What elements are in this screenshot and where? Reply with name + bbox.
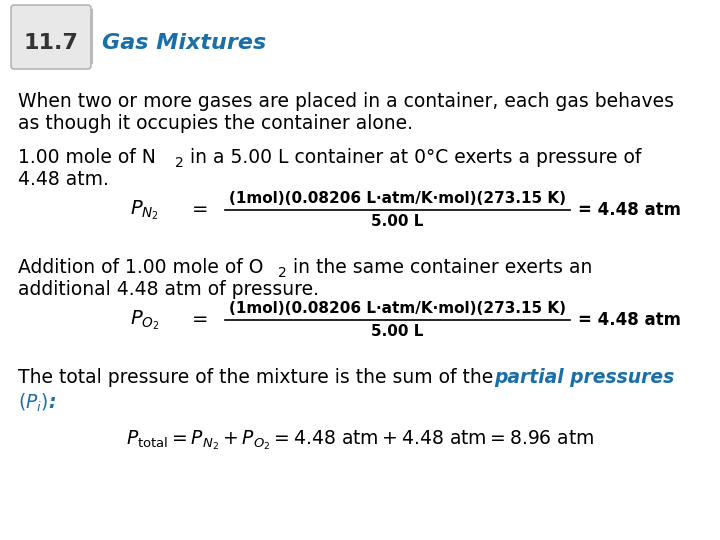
Text: (1mol)(0.08206 L·atm/K·mol)(273.15 K): (1mol)(0.08206 L·atm/K·mol)(273.15 K): [229, 301, 566, 316]
Text: $P_{O_2}$: $P_{O_2}$: [130, 308, 160, 332]
Text: = 4.48 atm: = 4.48 atm: [578, 201, 681, 219]
Text: =: =: [192, 310, 209, 329]
Text: 4.48 atm.: 4.48 atm.: [18, 170, 109, 189]
Text: 2: 2: [175, 156, 184, 170]
Text: in a 5.00 L container at 0°C exerts a pressure of: in a 5.00 L container at 0°C exerts a pr…: [184, 148, 642, 167]
Text: Gas Mixtures: Gas Mixtures: [102, 33, 266, 53]
Text: as though it occupies the container alone.: as though it occupies the container alon…: [18, 114, 413, 133]
Text: in the same container exerts an: in the same container exerts an: [287, 258, 593, 277]
Text: 5.00 L: 5.00 L: [372, 214, 423, 229]
Text: partial pressures: partial pressures: [494, 368, 674, 387]
Text: $P_{N_2}$: $P_{N_2}$: [130, 198, 159, 222]
Text: =: =: [192, 200, 209, 219]
Text: = 4.48 atm: = 4.48 atm: [578, 311, 681, 329]
Text: $P_\mathrm{total} = P_{N_2} + P_{O_2} = 4.48\ \mathrm{atm} + 4.48\ \mathrm{atm} : $P_\mathrm{total} = P_{N_2} + P_{O_2} = …: [126, 428, 594, 452]
Text: additional 4.48 atm of pressure.: additional 4.48 atm of pressure.: [18, 280, 319, 299]
Text: 5.00 L: 5.00 L: [372, 324, 423, 339]
Text: 11.7: 11.7: [24, 33, 78, 53]
FancyBboxPatch shape: [11, 5, 91, 69]
Text: $(P_i)$:: $(P_i)$:: [18, 392, 56, 414]
Text: 1.00 mole of N: 1.00 mole of N: [18, 148, 156, 167]
Text: (1mol)(0.08206 L·atm/K·mol)(273.15 K): (1mol)(0.08206 L·atm/K·mol)(273.15 K): [229, 191, 566, 206]
Text: 2: 2: [278, 266, 287, 280]
Text: The total pressure of the mixture is the sum of the: The total pressure of the mixture is the…: [18, 368, 499, 387]
Text: Addition of 1.00 mole of O: Addition of 1.00 mole of O: [18, 258, 264, 277]
Text: When two or more gases are placed in a container, each gas behaves: When two or more gases are placed in a c…: [18, 92, 674, 111]
